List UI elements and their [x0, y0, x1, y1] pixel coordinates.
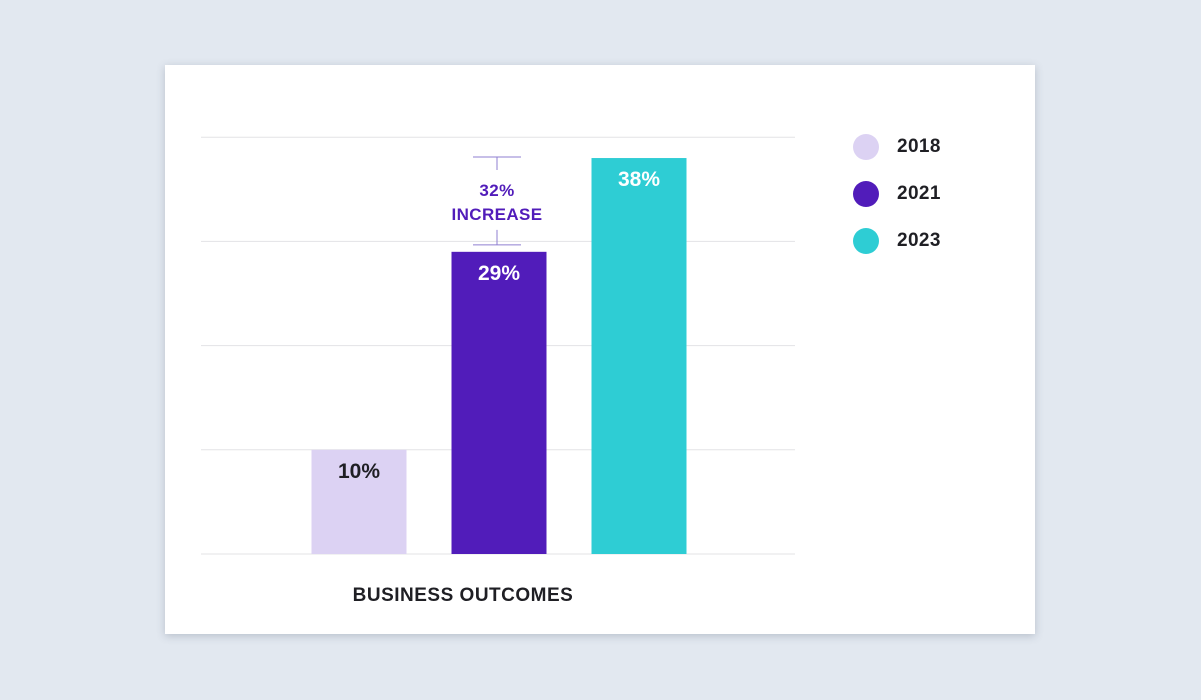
annotation-line-2: INCREASE: [451, 205, 542, 224]
legend-item-2021: 2021: [853, 180, 941, 208]
bar-value-label-2023: 38%: [618, 168, 660, 191]
legend-label-2021: 2021: [897, 183, 941, 204]
legend-label-2018: 2018: [897, 136, 941, 157]
bar-value-label-2018: 10%: [338, 460, 380, 483]
legend-label-2023: 2023: [897, 230, 941, 251]
legend-swatch-2018: [853, 134, 879, 160]
legend: 2018 2021 2023: [853, 133, 941, 274]
bar-value-label-2021: 29%: [478, 262, 520, 285]
bar-chart: 10% 29% 38% BUSINESS OUTCOMES 32% INCREASE: [201, 136, 795, 606]
legend-item-2023: 2023: [853, 227, 941, 255]
chart-card: 10% 29% 38% BUSINESS OUTCOMES 32% INCREASE 20…: [165, 65, 1035, 634]
annotation-line-1: 32%: [479, 181, 514, 200]
legend-item-2018: 2018: [853, 133, 941, 161]
legend-swatch-2023: [853, 228, 879, 254]
bar-2021: [451, 251, 547, 554]
bar-2018: [311, 449, 407, 554]
legend-swatch-2021: [853, 181, 879, 207]
x-axis-label: BUSINESS OUTCOMES: [353, 585, 574, 606]
bar-2023: [591, 158, 687, 554]
